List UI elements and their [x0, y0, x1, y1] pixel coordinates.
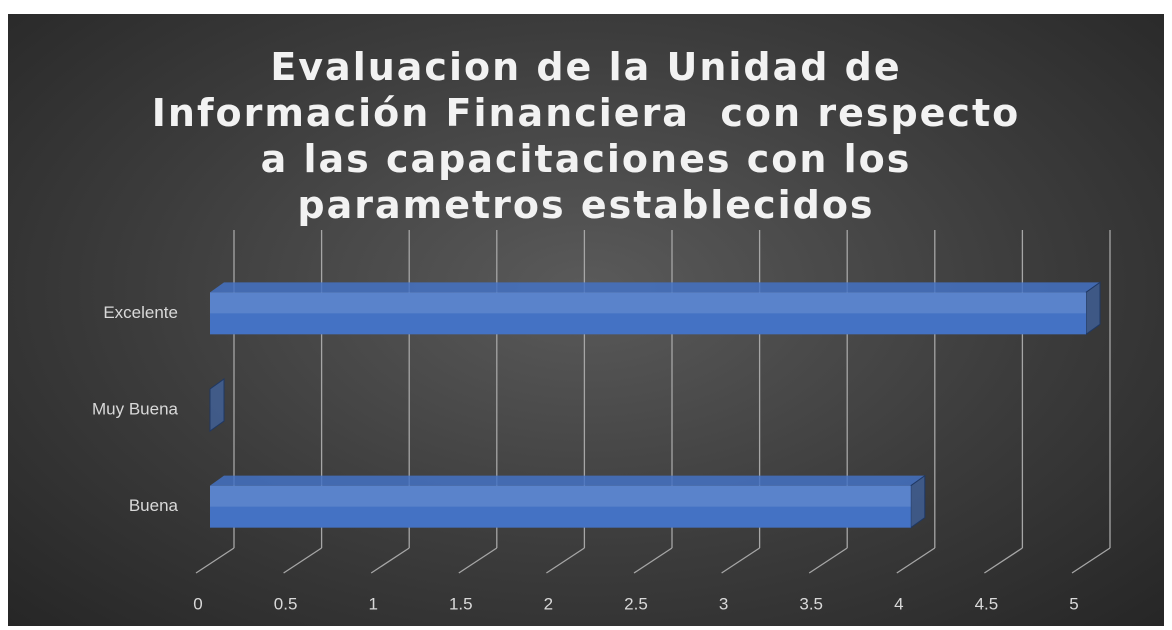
y-tick-label: Buena: [129, 496, 179, 515]
floor-line: [896, 547, 936, 574]
x-tick-label: 2.5: [624, 594, 648, 613]
x-tick-label: 4.5: [975, 594, 999, 613]
floor-line: [195, 547, 235, 574]
y-tick-label: Excelente: [103, 303, 178, 322]
bar-side: [209, 378, 225, 432]
x-tick-label: 0: [193, 594, 202, 613]
floor-line: [283, 547, 322, 574]
bar-top: [210, 282, 1100, 293]
x-tick-label: 0.5: [274, 594, 298, 613]
bar-shine: [210, 292, 1086, 314]
bar-top: [210, 475, 925, 486]
bar-shine: [210, 485, 911, 507]
floor-line: [721, 547, 760, 574]
x-tick-label: 4: [894, 594, 903, 613]
floor-line: [633, 547, 673, 574]
floor-line: [370, 547, 410, 574]
floor-line: [546, 547, 585, 574]
x-tick-label: 1: [368, 594, 377, 613]
x-tick-label: 3: [719, 594, 728, 613]
floor-line: [458, 547, 498, 574]
x-tick-label: 1.5: [449, 594, 473, 613]
x-tick-label: 5: [1069, 594, 1078, 613]
bar: [210, 292, 1086, 335]
floor-line: [808, 547, 848, 574]
y-tick-label: Muy Buena: [92, 399, 179, 418]
floor-line: [984, 547, 1023, 574]
chart-title: Evaluacion de la Unidad de Información F…: [151, 45, 1036, 227]
bar: [210, 485, 911, 528]
x-tick-label: 2: [544, 594, 553, 613]
floor-line: [1071, 547, 1111, 574]
x-tick-label: 3.5: [799, 594, 823, 613]
